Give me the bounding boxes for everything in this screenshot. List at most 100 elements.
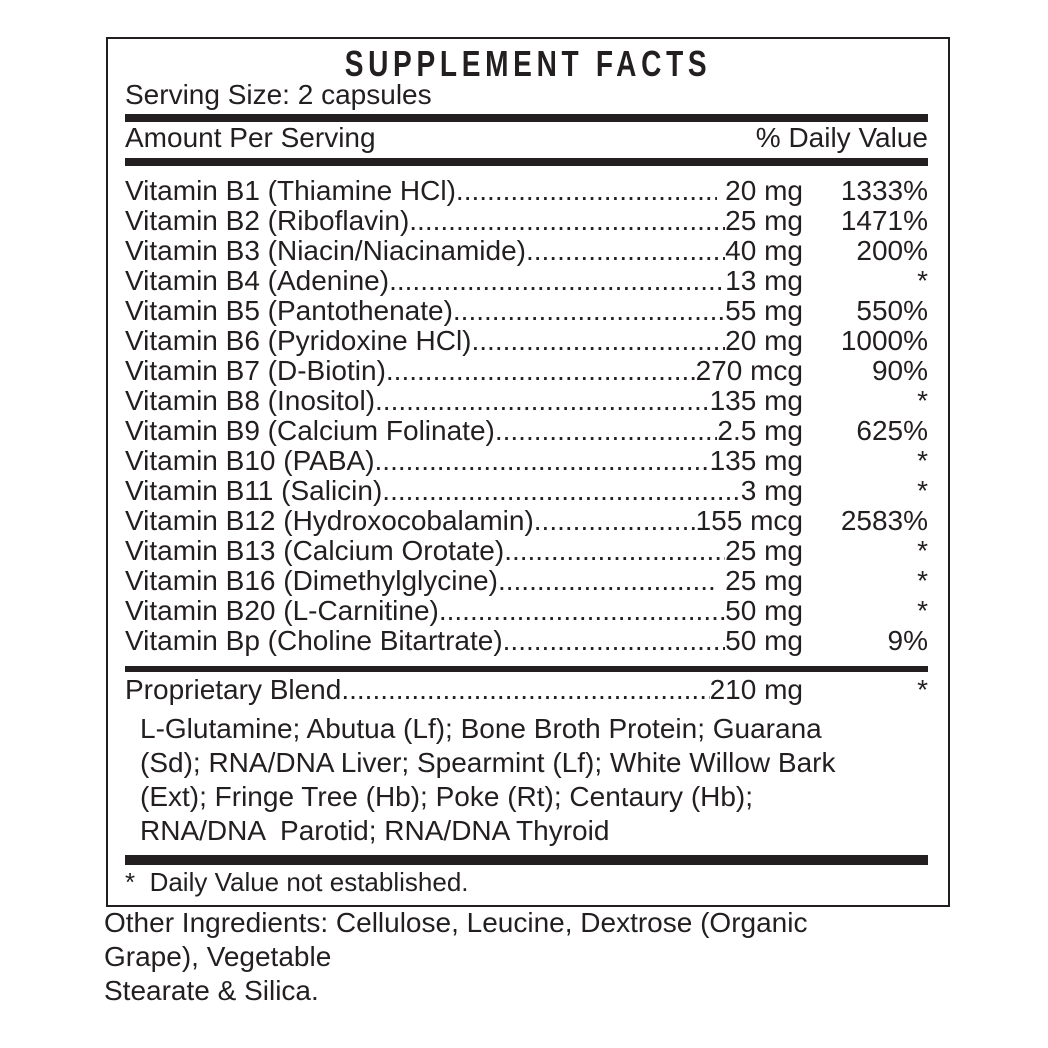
nutrient-name: Vitamin Bp (Choline Bitartrate) <box>125 625 503 656</box>
blend-line: L-Glutamine; Abutua (Lf); Bone Broth Pro… <box>140 713 822 744</box>
other-ingredients-line: Grape), Vegetable <box>104 941 332 972</box>
dot-leader <box>409 206 725 236</box>
nutrient-amount: 50 mg <box>725 625 803 656</box>
nutrient-daily-value: 550% <box>856 295 928 326</box>
blend-line: RNA/DNA Parotid; RNA/DNA Thyroid <box>140 815 610 846</box>
nutrient-amount: 25 mg <box>725 535 803 566</box>
nutrient-list: Vitamin B1 (Thiamine HCl) 20 mg1333%Vita… <box>125 176 928 656</box>
nutrient-row: Vitamin B10 (PABA) 135 mg * <box>125 446 928 476</box>
dot-leader <box>456 176 717 206</box>
dot-leader <box>472 326 726 356</box>
nutrient-name: Vitamin B11 (Salicin) <box>125 475 383 506</box>
dot-leader <box>534 506 696 536</box>
amount-per-serving-label: Amount Per Serving <box>125 122 376 153</box>
other-ingredients: Other Ingredients: Cellulose, Leucine, D… <box>104 906 904 1008</box>
column-header: Amount Per Serving % Daily Value <box>125 122 928 154</box>
blend-line: (Ext); Fringe Tree (Hb); Poke (Rt); Cent… <box>140 781 754 812</box>
dot-leader <box>526 236 725 266</box>
nutrient-row: Vitamin B8 (Inositol) 135 mg * <box>125 386 928 416</box>
nutrient-amount: 20 mg <box>717 175 803 206</box>
nutrient-daily-value: * <box>917 595 928 626</box>
daily-value-label: % Daily Value <box>755 122 928 153</box>
nutrient-name: Vitamin B3 (Niacin/Niacinamide) <box>125 235 526 266</box>
divider-thick <box>125 666 928 672</box>
serving-size: Serving Size: 2 capsules <box>125 79 432 110</box>
nutrient-row: Vitamin B4 (Adenine) 13 mg * <box>125 266 928 296</box>
nutrient-name: Vitamin B6 (Pyridoxine HCl) <box>125 325 472 356</box>
nutrient-amount: 155 mcg <box>695 505 803 536</box>
divider-thick <box>125 158 928 166</box>
nutrient-amount: 25 mg <box>717 565 803 596</box>
nutrient-row: Vitamin B9 (Calcium Folinate) 2.5 mg 625% <box>125 416 928 446</box>
dot-leader <box>503 626 726 656</box>
divider-thick <box>125 114 928 122</box>
nutrient-daily-value: 1471% <box>840 205 928 236</box>
nutrient-daily-value: * <box>917 475 928 506</box>
nutrient-amount: 20 mg <box>725 325 803 356</box>
nutrient-amount: 55 mg <box>725 295 803 326</box>
nutrient-row: Vitamin B5 (Pantothenate) 55 mg 550% <box>125 296 928 326</box>
nutrient-amount: 270 mcg <box>695 355 803 386</box>
nutrient-daily-value: * <box>917 265 928 296</box>
nutrient-row: Vitamin B1 (Thiamine HCl) 20 mg 1333% <box>125 176 928 206</box>
blend-amount: 210 mg <box>709 674 803 705</box>
dot-leader <box>504 536 725 566</box>
nutrient-row: Vitamin B2 (Riboflavin) 25 mg 1471% <box>125 206 928 236</box>
dot-leader <box>495 416 718 446</box>
nutrient-amount: 135 mg <box>709 385 803 416</box>
nutrient-daily-value: * <box>917 385 928 416</box>
nutrient-name: Vitamin B8 (Inositol) <box>125 385 376 416</box>
nutrient-row: Vitamin B12 (Hydroxocobalamin) 155 mcg 258… <box>125 506 928 536</box>
nutrient-amount: 2.5 mg <box>717 415 803 446</box>
nutrient-amount: 13 mg <box>725 265 803 296</box>
dot-leader <box>439 596 725 626</box>
nutrient-name: Vitamin B2 (Riboflavin) <box>125 205 410 236</box>
panel-title: SUPPLEMENT FACTS <box>344 43 712 84</box>
nutrient-amount: 3 mg <box>740 475 803 506</box>
blend-name: Proprietary Blend <box>125 674 342 705</box>
nutrient-daily-value: * <box>917 535 928 566</box>
nutrient-daily-value: 1000% <box>840 325 928 356</box>
other-ingredients-line: Stearate & Silica. <box>104 975 319 1006</box>
dot-leader <box>386 356 696 386</box>
nutrient-row: Vitamin Bp (Choline Bitartrate) 50 mg 9% <box>125 626 928 656</box>
nutrient-daily-value: 1333% <box>840 175 928 206</box>
nutrient-amount: 50 mg <box>725 595 803 626</box>
nutrient-name: Vitamin B1 (Thiamine HCl) <box>125 175 456 206</box>
nutrient-row: Vitamin B20 (L-Carnitine) 50 mg * <box>125 596 928 626</box>
nutrient-row: Vitamin B6 (Pyridoxine HCl) 20 mg 1000% <box>125 326 928 356</box>
nutrient-name: Vitamin B9 (Calcium Folinate) <box>125 415 495 446</box>
nutrient-name: Vitamin B20 (L-Carnitine) <box>125 595 439 626</box>
nutrient-name: Vitamin B4 (Adenine) <box>125 265 390 296</box>
nutrient-name: Vitamin B10 (PABA) <box>125 445 375 476</box>
divider-thick <box>125 855 928 865</box>
dot-leader <box>453 296 725 326</box>
nutrient-daily-value: 9% <box>887 625 928 656</box>
nutrient-amount: 135 mg <box>709 445 803 476</box>
nutrient-name: Vitamin B12 (Hydroxocobalamin) <box>125 505 534 536</box>
nutrient-name: Vitamin B7 (D-Biotin) <box>125 355 386 386</box>
other-ingredients-line: Other Ingredients: Cellulose, Leucine, D… <box>104 907 808 938</box>
nutrient-amount: 25 mg <box>725 205 803 236</box>
nutrient-row: Vitamin B3 (Niacin/Niacinamide) 40 mg 200% <box>125 236 928 266</box>
nutrient-name: Vitamin B16 (Dimethylglycine) <box>125 565 498 596</box>
dot-leader <box>375 386 710 416</box>
nutrient-daily-value: 2583% <box>840 505 928 536</box>
nutrient-daily-value: 625% <box>856 415 928 446</box>
nutrient-row: Vitamin B13 (Calcium Orotate) 25 mg * <box>125 536 928 566</box>
dot-leader <box>375 446 710 476</box>
nutrient-daily-value: 200% <box>856 235 928 266</box>
supplement-facts-panel: SUPPLEMENT FACTS Serving Size: 2 capsule… <box>106 37 950 907</box>
nutrient-daily-value: * <box>917 445 928 476</box>
proprietary-blend-row: Proprietary Blend 210 mg * <box>125 675 928 705</box>
dot-leader <box>498 566 717 596</box>
nutrient-name: Vitamin B5 (Pantothenate) <box>125 295 453 326</box>
blend-daily-value: * <box>917 674 928 705</box>
nutrient-amount: 40 mg <box>725 235 803 266</box>
blend-line: (Sd); RNA/DNA Liver; Spearmint (Lf); Whi… <box>140 747 836 778</box>
footnote: * Daily Value not established. <box>125 867 469 897</box>
dot-leader <box>389 266 725 296</box>
nutrient-row: Vitamin B16 (Dimethylglycine) 25 mg * <box>125 566 928 596</box>
nutrient-daily-value: * <box>917 565 928 596</box>
nutrient-row: Vitamin B11 (Salicin) 3 mg * <box>125 476 928 506</box>
